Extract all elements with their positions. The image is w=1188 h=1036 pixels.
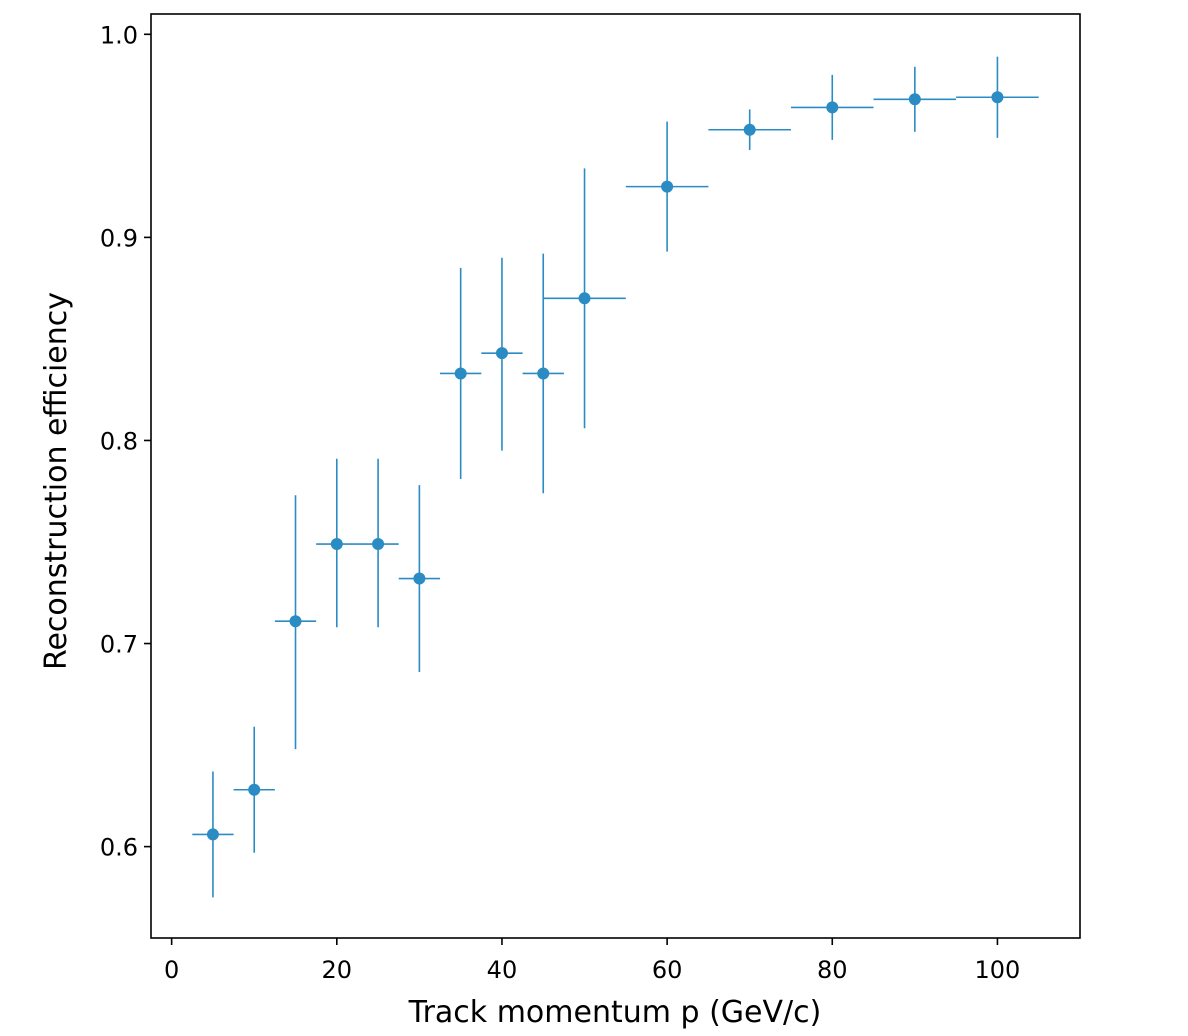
data-point: [661, 180, 674, 193]
data-point-group: [625, 121, 709, 252]
x-tick-label: 40: [487, 956, 518, 984]
x-axis-label: Track momentum p (GeV/c): [408, 995, 822, 1030]
data-point: [908, 93, 921, 106]
data-point: [743, 123, 756, 136]
data-point-group: [708, 109, 791, 151]
data-point: [495, 347, 508, 360]
data-series: [192, 56, 1039, 898]
x-axis: 0 20 40 60 80 100: [164, 938, 1020, 984]
data-point: [413, 572, 426, 585]
data-point: [826, 101, 839, 114]
y-tick-label: 0.6: [100, 834, 138, 862]
data-point: [372, 538, 385, 551]
data-point: [330, 538, 343, 551]
data-point-group: [316, 458, 358, 628]
y-axis: 0.6 0.7 0.8 0.9 1.0: [100, 21, 151, 862]
data-point-group: [357, 458, 399, 628]
data-point: [248, 783, 261, 796]
data-point: [537, 367, 550, 380]
data-point: [991, 91, 1004, 104]
data-point-group: [790, 74, 874, 140]
data-point-group: [956, 56, 1039, 138]
x-tick-label: 80: [817, 956, 848, 984]
data-point: [289, 615, 302, 628]
data-point-group: [873, 66, 957, 132]
x-tick-label: 100: [975, 956, 1021, 984]
data-point-group: [233, 726, 275, 853]
data-point: [578, 292, 591, 305]
data-point-group: [274, 495, 317, 750]
data-point-group: [522, 253, 564, 494]
data-point: [206, 828, 219, 841]
x-tick-label: 20: [322, 956, 353, 984]
data-point-group: [192, 771, 234, 898]
y-tick-label: 0.8: [100, 427, 138, 455]
plot-frame: [150, 13, 1081, 939]
y-tick-label: 0.7: [100, 631, 138, 659]
data-point: [454, 367, 467, 380]
data-point-group: [440, 267, 482, 480]
y-tick-label: 1.0: [100, 21, 138, 49]
x-tick-label: 60: [652, 956, 683, 984]
x-tick-label: 0: [164, 956, 179, 984]
data-point-group: [398, 485, 441, 672]
y-axis-label: Reconstruction efficiency: [39, 292, 74, 670]
data-point-group: [543, 168, 626, 429]
y-tick-label: 0.9: [100, 224, 138, 252]
data-point-group: [481, 257, 523, 451]
